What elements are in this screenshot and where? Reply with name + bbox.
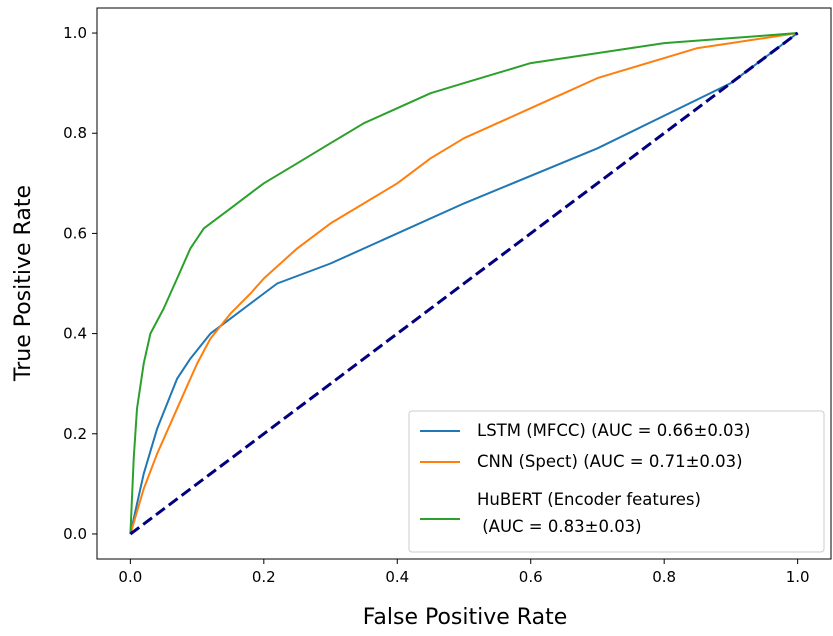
y-tick-label: 1.0 (63, 24, 87, 42)
y-tick-label: 0.8 (63, 124, 87, 142)
chance-diagonal-line (129, 31, 799, 536)
legend-box (408, 410, 825, 553)
legend: LSTM (MFCC) (AUC = 0.66±0.03) CNN (Spect)… (408, 410, 825, 553)
x-tick-label: 0.4 (385, 568, 409, 586)
x-tick-label: 0.0 (118, 568, 142, 586)
series-line-2 (129, 32, 798, 535)
plot-frame (96, 7, 832, 560)
x-axis-label: False Positive Rate (363, 605, 567, 630)
y-tick-label: 0.2 (63, 425, 87, 443)
legend-label-2: HuBERT (Encoder features) (AUC = 0.83±0.… (477, 490, 701, 536)
x-tick-label: 0.8 (652, 568, 676, 586)
legend-label-0: LSTM (MFCC) (AUC = 0.66±0.03) (477, 421, 751, 440)
series-line-0 (129, 32, 799, 535)
y-tick-label: 0.4 (63, 325, 87, 343)
x-tick-label: 1.0 (786, 568, 810, 586)
legend-label-1: CNN (Spect) (AUC = 0.71±0.03) (477, 452, 743, 471)
y-axis-label: True Positive Rate (11, 185, 36, 382)
y-tick-label: 0.0 (63, 525, 87, 543)
y-tick-label: 0.6 (63, 224, 87, 242)
x-tick-label: 0.6 (519, 568, 543, 586)
series-line-1 (129, 32, 798, 535)
x-tick-label: 0.2 (252, 568, 276, 586)
